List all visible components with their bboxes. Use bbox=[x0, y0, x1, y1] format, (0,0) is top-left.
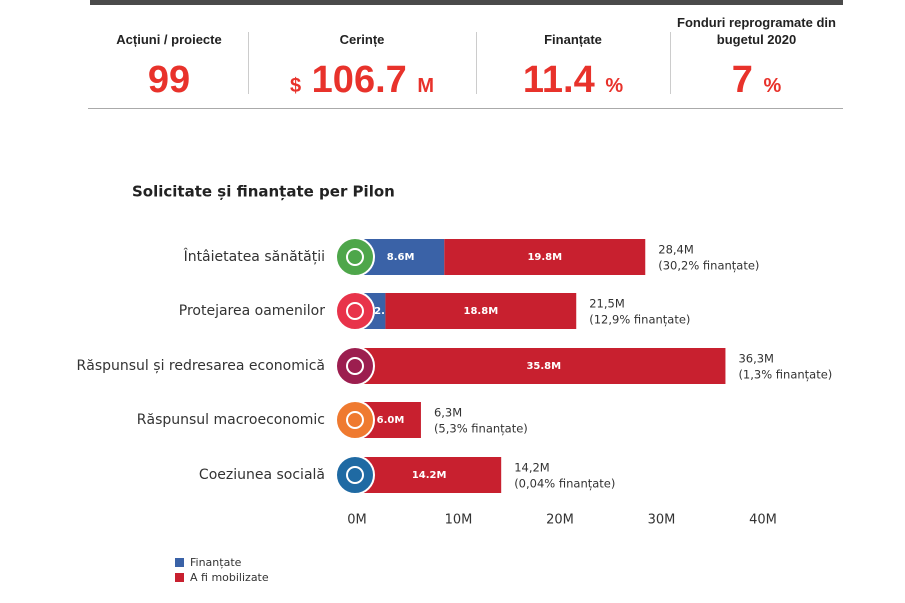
pillar-icon bbox=[335, 400, 375, 440]
kpi-value: 11.4 bbox=[522, 59, 595, 101]
pillar-icon bbox=[335, 291, 375, 331]
kpi-label: Finanțate bbox=[544, 32, 602, 47]
divider bbox=[670, 32, 671, 94]
pillar-icon bbox=[335, 455, 375, 495]
top-bar bbox=[90, 0, 843, 5]
category-label: Întâietatea sănătății bbox=[183, 247, 325, 265]
bar-segment bbox=[357, 293, 386, 329]
category-label: Răspunsul și redresarea economică bbox=[77, 358, 325, 374]
share-label: (1,3% finanțate) bbox=[738, 368, 832, 382]
bar-segment bbox=[357, 457, 502, 493]
divider bbox=[476, 32, 477, 94]
total-label: 14,2M bbox=[514, 461, 550, 475]
x-tick-label: 30M bbox=[648, 513, 676, 528]
kpi-value: 106.7 bbox=[311, 59, 407, 101]
total-label: 21,5M bbox=[589, 297, 625, 311]
total-label: 36,3M bbox=[738, 352, 774, 366]
chart-title: Solicitate și finanțate per Pilon bbox=[132, 183, 395, 201]
total-label: 6,3M bbox=[434, 406, 462, 420]
pillar-icon-glyph bbox=[346, 248, 364, 266]
share-label: (30,2% finanțate) bbox=[658, 259, 759, 273]
divider bbox=[248, 32, 249, 94]
kpi-suffix: % bbox=[605, 75, 624, 97]
legend-swatch bbox=[175, 573, 184, 582]
bar-value-label: 14.2M bbox=[412, 470, 447, 481]
share-label: (12,9% finanțate) bbox=[589, 313, 690, 327]
kpi-value: 7 bbox=[731, 59, 753, 101]
bar-segment bbox=[357, 402, 361, 438]
kpi-suffix: % bbox=[763, 75, 782, 97]
pillar-icon-glyph bbox=[346, 411, 364, 429]
legend-label: Finanțate bbox=[190, 556, 242, 569]
x-tick-label: 0M bbox=[347, 513, 367, 528]
legend-swatch bbox=[175, 558, 184, 567]
bar-segment bbox=[360, 402, 421, 438]
total-label: 28,4M bbox=[658, 243, 694, 257]
kpi-prefix: $ bbox=[289, 75, 302, 97]
x-tick-label: 20M bbox=[546, 513, 574, 528]
share-label: (5,3% finanțate) bbox=[434, 422, 528, 436]
kpi-head: Finanțate bbox=[476, 10, 670, 48]
kpi-rule bbox=[88, 108, 843, 109]
category-label: Răspunsul macroeconomic bbox=[137, 412, 325, 428]
legend-label: A fi mobilizate bbox=[190, 571, 269, 584]
kpi-head: Cerințe bbox=[248, 10, 476, 48]
kpi-number: $ 106.7 M bbox=[248, 58, 476, 108]
share-label: (0,04% finanțate) bbox=[514, 477, 615, 491]
kpi-head: Acțiuni / proiecte bbox=[90, 10, 248, 48]
kpi-label: Cerințe bbox=[339, 32, 385, 47]
pillar-icon-glyph bbox=[346, 466, 364, 484]
kpi-label: Acțiuni / proiecte bbox=[116, 32, 222, 47]
bar-value-label: 8.6M bbox=[387, 252, 415, 263]
kpi-value: 99 bbox=[147, 59, 191, 101]
bar-segment bbox=[444, 239, 646, 275]
pillar-icon bbox=[335, 346, 375, 386]
bar-segment bbox=[357, 239, 445, 275]
pillar-icon bbox=[335, 237, 375, 277]
bar-value-label: 2.8M bbox=[374, 306, 402, 317]
bar-segment bbox=[357, 348, 363, 384]
bar-value-label: 35.8M bbox=[526, 361, 561, 372]
category-label: Protejarea oamenilor bbox=[179, 303, 325, 319]
bar-value-label: 6.0M bbox=[377, 415, 405, 426]
category-label: Coeziunea socială bbox=[199, 467, 325, 483]
kpi-number: 11.4 % bbox=[476, 58, 670, 108]
x-tick-label: 10M bbox=[445, 513, 473, 528]
x-tick-label: 40M bbox=[749, 513, 777, 528]
pillar-icon-glyph bbox=[346, 357, 364, 375]
kpi-label: Fonduri reprogramate din bugetul 2020 bbox=[677, 15, 836, 47]
bar-segment bbox=[362, 348, 726, 384]
kpi-number: 7 % bbox=[670, 58, 843, 108]
bar-value-label: 19.8M bbox=[527, 252, 562, 263]
bar-value-label: 18.8M bbox=[464, 306, 499, 317]
bar-segment bbox=[385, 293, 577, 329]
kpi-number: 99 bbox=[90, 58, 248, 102]
kpi-suffix: M bbox=[417, 75, 434, 97]
pillar-icon-glyph bbox=[346, 302, 364, 320]
kpi-head: Fonduri reprogramate din bugetul 2020 bbox=[670, 10, 843, 48]
